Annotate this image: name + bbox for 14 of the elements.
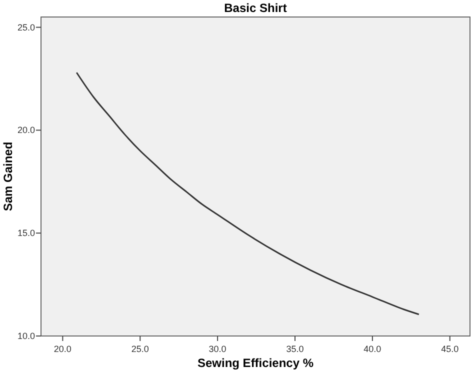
x-tick-label: 20.0 — [54, 344, 72, 354]
y-tick-label: 20.0 — [17, 125, 35, 136]
x-axis-title: Sewing Efficiency % — [197, 356, 314, 370]
x-tick-label: 25.0 — [131, 344, 149, 354]
line-series — [76, 72, 420, 316]
y-tick-label: 25.0 — [17, 22, 35, 32]
y-axis-title: Sam Gained — [1, 142, 15, 212]
y-tick-label: 15.0 — [17, 228, 35, 238]
chart-title: Basic Shirt — [224, 1, 287, 15]
y-tick-label: 10.0 — [17, 331, 35, 341]
x-tick-label: 40.0 — [364, 344, 382, 354]
x-tick-label: 35.0 — [286, 344, 304, 354]
x-tick-label: 45.0 — [441, 344, 459, 354]
x-tick-label: 30.0 — [208, 344, 226, 354]
